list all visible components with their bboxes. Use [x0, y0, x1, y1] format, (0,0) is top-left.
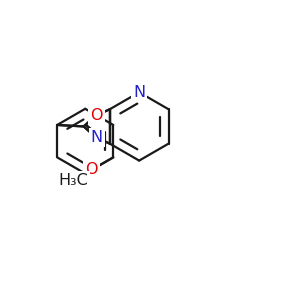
Text: N: N [133, 85, 145, 100]
Text: H₃C: H₃C [58, 173, 88, 188]
Text: O: O [90, 108, 103, 123]
Text: O: O [85, 162, 98, 177]
Text: N: N [91, 130, 103, 145]
